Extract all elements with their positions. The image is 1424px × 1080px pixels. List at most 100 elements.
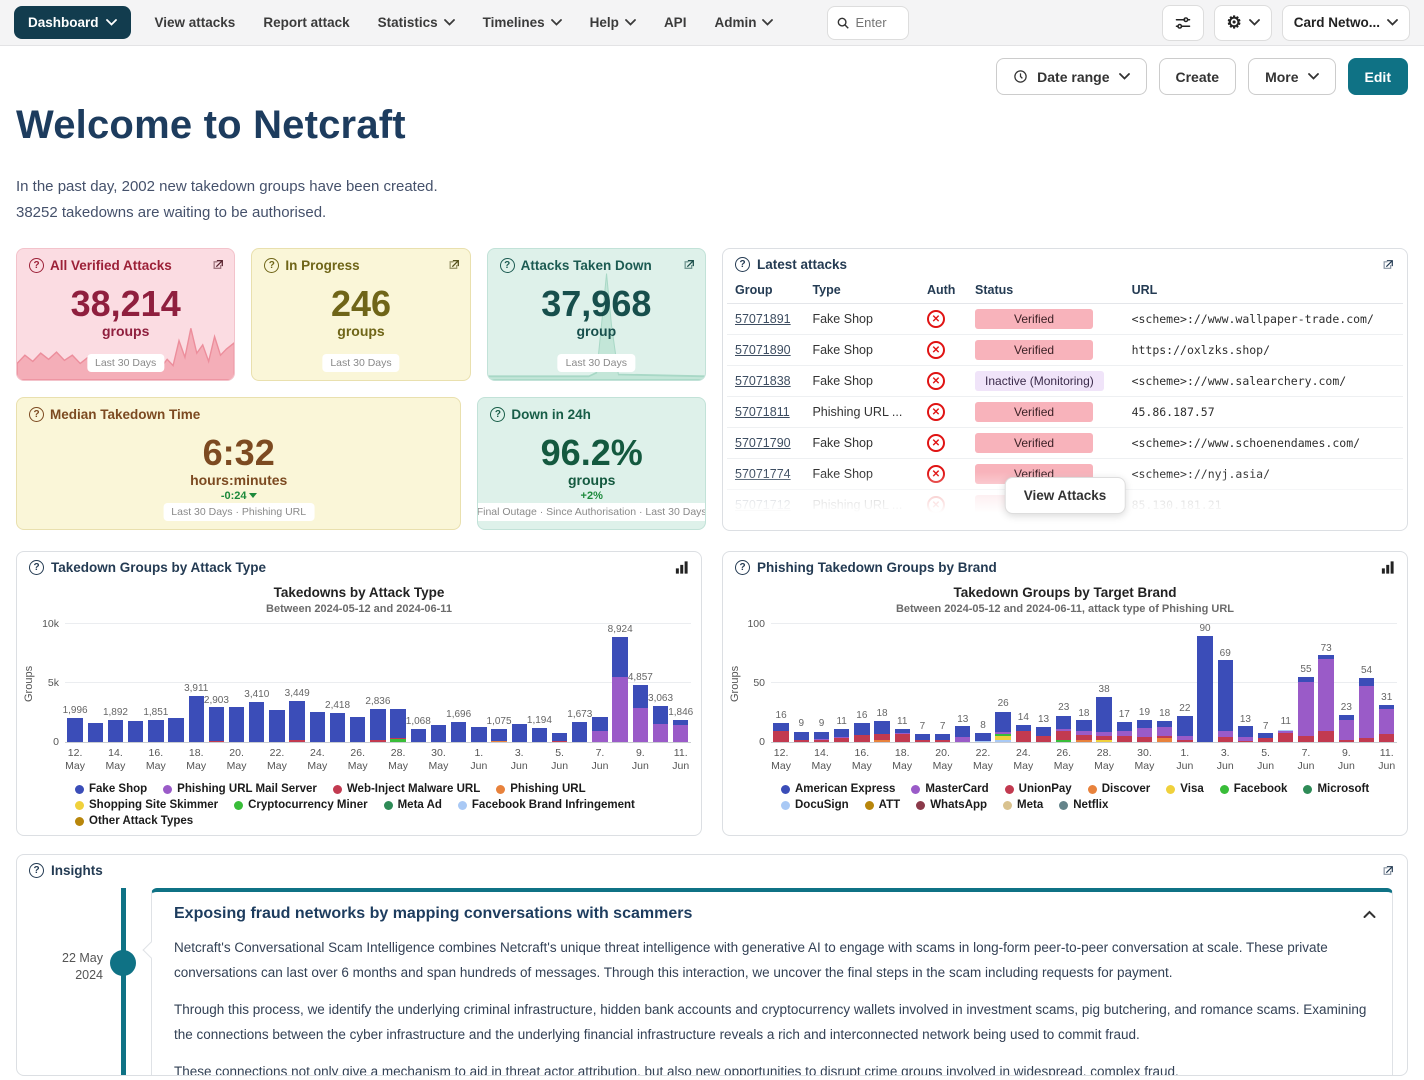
nav-item-report-attack[interactable]: Report attack <box>263 15 350 30</box>
auth-denied-icon[interactable] <box>926 310 945 328</box>
bar <box>469 625 489 742</box>
group-link[interactable]: 57071890 <box>735 343 791 357</box>
more-button[interactable]: More <box>1248 58 1336 95</box>
bar: 1,673 <box>567 625 592 742</box>
summary-line-1: In the past day, 2002 new takedown group… <box>16 178 438 195</box>
date-range-button[interactable]: Date range <box>996 58 1147 95</box>
x-tick-label <box>610 747 630 773</box>
table-row: 57071811 Phishing URL ... Verified 45.86.18… <box>727 396 1403 428</box>
bar-segment-amex <box>1076 720 1092 731</box>
group-link[interactable]: 57071774 <box>735 467 791 481</box>
auth-denied-icon[interactable] <box>926 434 945 452</box>
group-link[interactable]: 57071712 <box>735 498 791 512</box>
search-input[interactable] <box>855 15 900 30</box>
bar-segment-visa <box>995 736 1011 740</box>
chart-subtitle: Between 2024-05-12 and 2024-06-11, attac… <box>895 603 1235 615</box>
bar-segment-phishing_mail <box>612 677 628 742</box>
external-link-icon[interactable] <box>1382 258 1395 271</box>
bar-value-label: 9 <box>818 718 825 730</box>
bar-segment-docusign <box>995 740 1011 742</box>
nav-item-api[interactable]: API <box>663 15 687 30</box>
group-link[interactable]: 57071811 <box>735 405 790 419</box>
nav-item-admin[interactable]: Admin <box>700 6 787 39</box>
filters-button[interactable] <box>1162 4 1205 41</box>
nav-item-timelines[interactable]: Timelines <box>469 6 576 39</box>
card-median-takedown-time: Median Takedown Time 6:32 hours:minutes … <box>16 397 462 530</box>
bar-value-label: 2,836 <box>365 695 391 707</box>
table-row: 57071890 Fake Shop Verified https://oxlzks.… <box>727 334 1403 366</box>
legend-item-cryptocurrency-miner: Cryptocurrency Miner <box>234 799 368 811</box>
gridline <box>65 623 691 624</box>
bar: 4,857 <box>628 625 653 742</box>
col-url: URL <box>1123 280 1403 304</box>
x-tick-label: 5. Jun <box>551 747 569 772</box>
create-label: Create <box>1175 68 1220 85</box>
bar-segment-amex <box>1257 733 1274 738</box>
legend-label: Discover <box>1101 783 1151 795</box>
bar: 18 <box>872 625 892 742</box>
external-link-icon[interactable] <box>1382 864 1395 877</box>
card-network-selector[interactable]: Card Netwo... <box>1281 4 1410 41</box>
nav-item-statistics[interactable]: Statistics <box>364 6 469 39</box>
external-link-icon[interactable] <box>683 258 696 276</box>
bar-value-label: 3,449 <box>284 688 310 700</box>
nav-dashboard-button[interactable]: Dashboard <box>14 6 131 39</box>
attack-url: <scheme>://www.schoenendames.com/ <box>1131 436 1361 450</box>
x-tick-label: 7. Jun <box>591 747 609 772</box>
bar-segment-fake_shop <box>430 725 447 742</box>
auth-denied-icon[interactable] <box>926 465 945 483</box>
bar-segment-unionpay <box>1116 736 1132 742</box>
edit-button[interactable]: Edit <box>1347 58 1408 95</box>
legend-label: Netflix <box>1073 799 1109 811</box>
legend-dot <box>1004 784 1014 794</box>
group-link[interactable]: 57071790 <box>735 436 791 450</box>
legend-item-other-attack-types: Other Attack Types <box>75 815 193 827</box>
bar-value-label: 54 <box>1360 665 1373 677</box>
legend-dot <box>332 784 342 794</box>
chart-type-icon[interactable] <box>675 561 689 574</box>
nav-item-help[interactable]: Help <box>576 6 650 39</box>
view-attacks-button[interactable]: View Attacks <box>1004 477 1126 514</box>
attack-url: <scheme>://nyj.asia/ <box>1131 467 1271 481</box>
x-tick-label <box>166 747 186 773</box>
chevron-up-icon[interactable] <box>1363 906 1376 924</box>
bar-segment-amex <box>773 723 789 731</box>
group-link[interactable]: 57071891 <box>735 312 791 326</box>
bar: 3,911 <box>184 625 208 742</box>
chart-plot: 0 5k 10k 1,996 1,892 1,851 3,911 2,903 3,410 3,44… <box>42 618 693 748</box>
settings-button[interactable]: ⚙ <box>1214 4 1272 41</box>
external-link-icon[interactable] <box>212 258 225 276</box>
chevron-down-icon <box>1387 19 1398 26</box>
bar-segment-amex <box>793 732 809 740</box>
search-icon <box>838 17 850 29</box>
chart-panel-attack-type: Takedown Groups by Attack Type Takedowns… <box>16 551 702 836</box>
nav-search-box[interactable] <box>827 5 910 40</box>
help-icon <box>490 407 506 422</box>
nav-item-view-attacks[interactable]: View attacks <box>154 15 236 30</box>
x-tick-label <box>449 747 469 773</box>
bar-segment-mastercard <box>1076 731 1092 735</box>
auth-denied-icon[interactable] <box>926 372 945 390</box>
x-tick-label: 1. Jun <box>1176 747 1194 772</box>
x-tick-label: 3. Jun <box>1216 747 1234 772</box>
chart-title: Takedowns by Attack Type <box>273 585 445 600</box>
edit-label: Edit <box>1364 68 1391 85</box>
external-link-icon[interactable] <box>448 258 461 276</box>
bar-segment-amex <box>1116 722 1132 731</box>
auth-denied-icon[interactable] <box>926 403 945 421</box>
gridline <box>771 623 1397 624</box>
auth-denied-icon[interactable] <box>926 341 945 359</box>
bar-segment-mastercard <box>1177 736 1193 740</box>
legend-item-meta-ad: Meta Ad <box>383 799 442 811</box>
group-link[interactable]: 57071838 <box>735 374 791 388</box>
chart-legend: American Express MasterCard UnionPay Discov… <box>781 783 1399 811</box>
page-title: Welcome to Netcraft <box>16 103 406 147</box>
chart-type-icon[interactable] <box>1381 561 1395 574</box>
x-tick-label <box>1155 747 1175 773</box>
x-tick-label <box>1074 747 1094 773</box>
auth-denied-icon[interactable] <box>926 496 945 514</box>
legend-item-att: ATT <box>864 799 900 811</box>
create-button[interactable]: Create <box>1158 58 1237 95</box>
attack-type: Phishing URL ... <box>812 498 903 512</box>
bar: 69 <box>1215 625 1235 742</box>
